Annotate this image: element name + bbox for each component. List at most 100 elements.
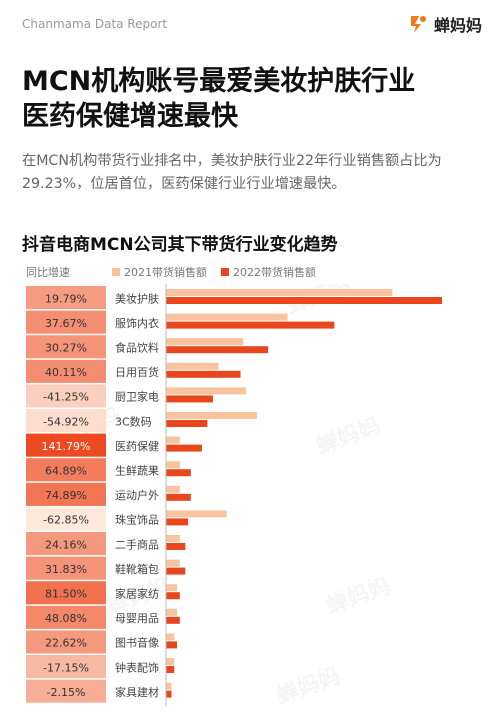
category-label-16: 家具建材	[115, 685, 159, 699]
title-line-2: 医药保健增速最快	[22, 101, 238, 132]
yoy-cell-3	[26, 359, 106, 383]
yoy-label-4: -41.25%	[43, 391, 89, 404]
bar-2021-7	[166, 461, 180, 469]
bar-2021-8	[166, 485, 180, 493]
category-label-9: 珠宝饰品	[115, 513, 159, 527]
page-title: MCN机构账号最爱美妆护肤行业 医药保健增速最快	[22, 64, 482, 134]
bar-2022-7	[166, 469, 191, 477]
bar-2022-1	[166, 321, 335, 329]
yoy-label-12: 81.50%	[45, 588, 87, 601]
watermark-5: 蝉妈妈	[273, 663, 344, 710]
bar-2021-2	[166, 338, 244, 346]
legend-swatch-2022	[221, 268, 229, 276]
category-label-0: 美妆护肤	[115, 291, 159, 305]
brand-name: 蝉妈妈	[433, 16, 482, 35]
yoy-cell-14	[26, 630, 106, 654]
bar-2022-13	[166, 616, 180, 624]
yoy-label-0: 19.79%	[45, 292, 87, 305]
yoy-label-6: 141.79%	[42, 440, 91, 453]
bar-2021-9	[166, 510, 227, 518]
yoy-label-10: 24.16%	[45, 538, 87, 551]
yoy-label-8: 74.89%	[45, 489, 87, 502]
category-label-14: 图书音像	[115, 636, 159, 650]
bar-2022-4	[166, 395, 213, 403]
category-label-7: 生鲜蔬果	[115, 464, 159, 478]
category-label-12: 家居家纺	[115, 587, 159, 601]
yoy-label-15: -17.15%	[43, 661, 89, 674]
yoy-label-9: -62.85%	[43, 514, 89, 527]
bar-2022-16	[166, 690, 172, 698]
category-label-3: 日用百货	[115, 365, 159, 379]
yoy-cell-4	[26, 384, 106, 408]
bar-2022-15	[166, 666, 175, 673]
yoy-label-11: 31.83%	[45, 563, 87, 576]
bar-2022-11	[166, 567, 186, 575]
bar-2021-6	[166, 436, 180, 444]
bar-2022-6	[166, 444, 202, 452]
bar-2021-0	[166, 289, 393, 296]
legend-swatch-2021	[112, 268, 120, 276]
bar-2022-10	[166, 543, 186, 550]
yoy-cell-2	[26, 335, 106, 359]
yoy-cell-9	[26, 507, 106, 531]
bar-2021-15	[166, 658, 175, 665]
yoy-label-7: 64.89%	[45, 465, 87, 478]
bar-2021-16	[166, 682, 172, 690]
yoy-cell-15	[26, 655, 106, 679]
bar-2022-9	[166, 518, 189, 526]
description: 在MCN机构带货行业排名中，美妆护肤行业22年行业销售额占比为29.23%，位居…	[22, 153, 442, 192]
yoy-cell-16	[26, 679, 106, 703]
legend-item-2022: 2022带货销售额	[221, 264, 316, 280]
yoy-label-3: 40.11%	[45, 366, 87, 379]
cicada-logo-icon	[410, 16, 426, 33]
legend-label-2021: 2021带货销售额	[124, 266, 207, 279]
yoy-cell-1	[26, 310, 106, 334]
category-label-10: 二手商品	[115, 537, 159, 551]
legend: 2021带货销售额 2022带货销售额	[112, 264, 316, 280]
category-label-15: 钟表配饰	[115, 660, 159, 674]
yoy-cell-5	[26, 409, 106, 433]
yoy-label-5: -54.92%	[43, 415, 89, 428]
yoy-cell-13	[26, 605, 106, 629]
watermark-2: 蝉妈妈	[313, 413, 384, 460]
report-label: Chanmama Data Report	[22, 17, 168, 31]
header: Chanmama Data Report 蝉妈妈	[0, 0, 500, 50]
yoy-cell-8	[26, 482, 106, 506]
yoy-cell-0	[26, 286, 106, 310]
bar-2022-3	[166, 370, 241, 378]
yoy-header: 同比增速	[26, 266, 70, 279]
yoy-label-14: 22.62%	[45, 637, 87, 650]
category-label-6: 医药保健	[115, 439, 159, 453]
bar-2021-13	[166, 608, 178, 616]
yoy-label-1: 37.67%	[45, 317, 87, 330]
bar-2021-4	[166, 387, 247, 395]
bar-2022-5	[166, 420, 208, 427]
bar-chart: 蝉妈妈蝉妈妈蝉妈妈蝉妈妈蝉妈妈蝉妈妈19.79%美妆护肤37.67%服饰内衣30…	[26, 284, 442, 710]
category-label-8: 运动户外	[115, 488, 159, 502]
chart-title: 抖音电商MCN公司其下带货行业变化趋势	[22, 235, 338, 255]
yoy-cell-12	[26, 581, 106, 605]
yoy-cell-6	[26, 433, 106, 457]
bar-2021-12	[166, 584, 178, 592]
bar-2022-2	[166, 346, 269, 354]
yoy-cell-7	[26, 458, 106, 482]
bar-2021-3	[166, 362, 219, 370]
yoy-cell-10	[26, 532, 106, 556]
legend-item-2021: 2021带货销售额	[112, 264, 207, 280]
title-line-1: MCN机构账号最爱美妆护肤行业	[22, 66, 416, 97]
bar-2021-5	[166, 412, 258, 419]
legend-label-2022: 2022带货销售额	[233, 266, 316, 279]
bar-2022-14	[166, 641, 178, 649]
yoy-label-13: 48.08%	[45, 612, 87, 625]
bar-2021-1	[166, 313, 288, 321]
category-label-2: 食品饮料	[115, 341, 159, 355]
category-label-5: 3C数码	[115, 415, 152, 428]
bar-2022-8	[166, 493, 191, 501]
category-label-13: 母婴用品	[115, 612, 159, 625]
bar-2022-12	[166, 592, 180, 600]
bar-2021-14	[166, 633, 175, 641]
watermark-4: 蝉妈妈	[323, 573, 394, 620]
bar-2022-0	[166, 297, 442, 304]
category-label-1: 服饰内衣	[115, 316, 159, 330]
yoy-cell-11	[26, 556, 106, 580]
